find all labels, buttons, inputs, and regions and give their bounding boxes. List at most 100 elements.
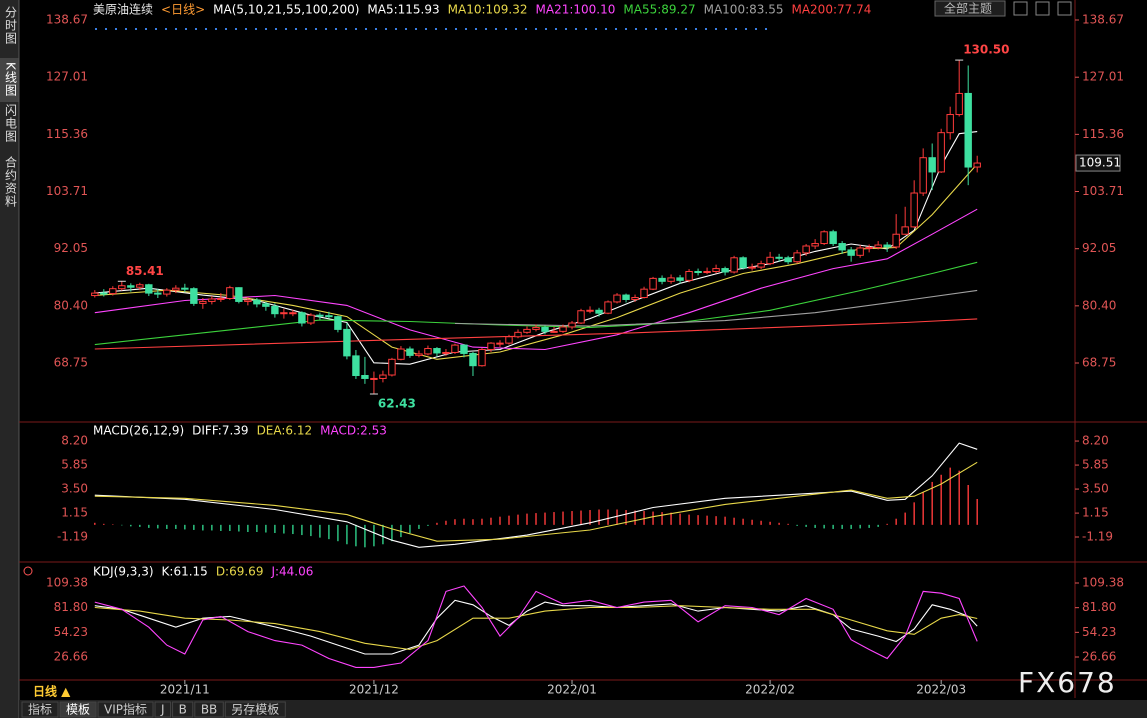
- candle-body: [820, 231, 828, 245]
- candle-body: [604, 301, 612, 314]
- y-tick-label: 115.36: [46, 127, 88, 141]
- candle-body: [874, 244, 882, 248]
- tab-label[interactable]: 指标: [28, 702, 52, 717]
- candle-body: [379, 374, 387, 379]
- y-tick-label: 5.85: [1082, 458, 1109, 472]
- y-tick-label: 115.36: [1082, 127, 1124, 141]
- tab[interactable]: [194, 701, 224, 718]
- tab-label[interactable]: BB: [201, 703, 217, 717]
- candle-body: [811, 243, 819, 247]
- tab[interactable]: [97, 701, 154, 718]
- candle-body: [235, 287, 243, 302]
- y-tick-label: 127.01: [1082, 70, 1124, 84]
- tab-label[interactable]: J: [160, 703, 165, 717]
- indicator-line: [94, 442, 978, 548]
- candle-body: [568, 322, 576, 328]
- theme-button[interactable]: [934, 0, 1006, 17]
- candle-body: [721, 268, 729, 273]
- tab-label[interactable]: B: [179, 703, 187, 717]
- legend-label: MA5:115.93: [367, 3, 439, 17]
- indicator-line: [94, 605, 978, 651]
- candle-body: [253, 299, 261, 305]
- candle-body: [766, 256, 774, 265]
- candle-body: [559, 326, 567, 332]
- tab[interactable]: [21, 701, 59, 718]
- tab-label[interactable]: 另存模板: [231, 703, 279, 717]
- candle-body: [433, 348, 441, 354]
- candle-body: [649, 277, 657, 290]
- candle-body: [109, 288, 117, 295]
- y-tick-label: 68.75: [1082, 355, 1116, 369]
- candle-body: [532, 326, 540, 330]
- candle-body: [946, 114, 954, 134]
- candle-body: [388, 358, 396, 376]
- candle-body: [163, 289, 171, 295]
- candle-body: [784, 257, 792, 263]
- legend-label: K:61.15: [162, 565, 208, 579]
- tab-label[interactable]: 模板: [66, 703, 90, 717]
- candle-body: [595, 309, 603, 314]
- sidebar-tab[interactable]: 分时图: [4, 6, 18, 45]
- candle-body: [892, 233, 900, 248]
- candle-body: [154, 292, 162, 295]
- indicator-line: [94, 208, 978, 351]
- candle-body: [757, 263, 765, 268]
- candle-body: [640, 288, 648, 299]
- watermark: FX678: [1018, 666, 1117, 699]
- last-price-box: [1075, 154, 1121, 172]
- legend-label: J:44.06: [270, 565, 313, 579]
- tab[interactable]: [154, 701, 172, 718]
- tab[interactable]: [224, 701, 286, 718]
- annotation: 62.43: [378, 397, 416, 411]
- tab-label[interactable]: VIP指标: [104, 702, 147, 717]
- candle-body: [802, 245, 810, 254]
- sidebar-tab[interactable]: K线图: [4, 62, 18, 97]
- candle-body: [523, 328, 531, 333]
- period-tab[interactable]: 日线 ▲: [33, 684, 71, 699]
- tool-icon[interactable]: [1013, 1, 1028, 16]
- x-tick-label: 2022/02: [745, 683, 795, 697]
- legend-label: MACD(26,12,9): [93, 424, 184, 438]
- theme-button-label[interactable]: 全部主题: [944, 1, 992, 16]
- candle-body: [937, 132, 945, 173]
- candle-body: [748, 266, 756, 269]
- candle-body: [739, 257, 747, 269]
- kdj-icon[interactable]: [23, 566, 33, 576]
- tab[interactable]: [59, 701, 97, 718]
- candle-body: [244, 299, 252, 302]
- legend-label: MACD:2.53: [320, 424, 387, 438]
- candle-body: [703, 271, 711, 274]
- legend-label: MA21:100.10: [536, 3, 616, 17]
- last-price-label: 109.51: [1079, 156, 1121, 170]
- candle-body: [694, 271, 702, 274]
- candle-body: [469, 352, 477, 367]
- y-tick-label: 138.67: [46, 13, 88, 27]
- candle-body: [793, 252, 801, 263]
- y-tick-label: 8.20: [61, 434, 88, 448]
- candle-body: [289, 312, 297, 315]
- candle-body: [730, 257, 738, 273]
- tool-icon[interactable]: [1057, 1, 1072, 16]
- candle-body: [361, 375, 369, 379]
- y-tick-label: 3.50: [1082, 482, 1109, 496]
- candle-body: [883, 244, 891, 248]
- y-tick-label: 80.40: [54, 298, 88, 312]
- y-tick-label: 81.80: [54, 600, 88, 614]
- y-tick-label: 103.71: [46, 184, 88, 198]
- tool-icon[interactable]: [1035, 1, 1050, 16]
- sidebar-tab[interactable]: 合约资料: [4, 155, 18, 208]
- tab[interactable]: [172, 701, 194, 718]
- indicator-line: [94, 599, 978, 655]
- y-tick-label: 54.23: [54, 625, 88, 639]
- y-tick-label: 138.67: [1082, 13, 1124, 27]
- legend-label: KDJ(9,3,3): [93, 565, 154, 579]
- candle-body: [100, 292, 108, 295]
- y-tick-label: 1.15: [1082, 506, 1109, 520]
- candle-body: [478, 349, 486, 367]
- candle-body: [451, 344, 459, 353]
- candle-body: [262, 303, 270, 307]
- sidebar-tab[interactable]: 闪电图: [4, 104, 18, 143]
- candle-body: [847, 249, 855, 256]
- legend-label: D:69.69: [216, 565, 264, 579]
- y-tick-label: 54.23: [1082, 625, 1116, 639]
